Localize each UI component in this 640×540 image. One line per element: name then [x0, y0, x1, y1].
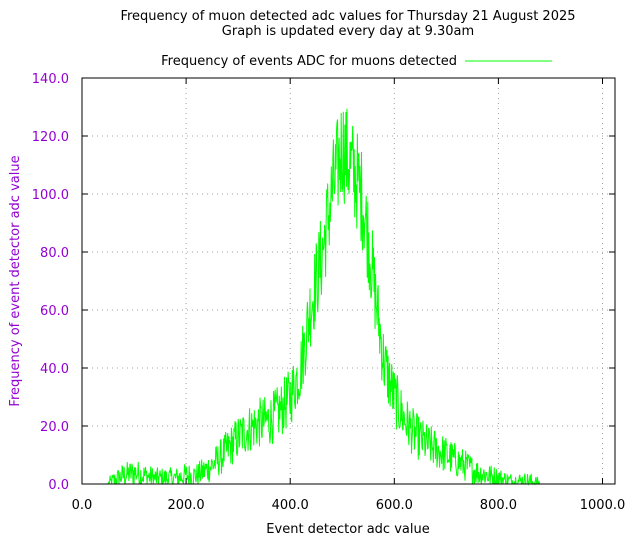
x-tick-label: 200.0: [167, 498, 204, 513]
x-tick-label: 800.0: [480, 498, 517, 513]
x-tick-label: 600.0: [376, 498, 413, 513]
y-tick-label: 60.0: [40, 304, 69, 319]
legend-label: Frequency of events ADC for muons detect…: [161, 54, 457, 69]
x-axis-label: Event detector adc value: [266, 522, 429, 537]
gridlines: [82, 78, 615, 484]
x-tick-label: 1000.0: [580, 498, 626, 513]
legend: Frequency of events ADC for muons detect…: [161, 54, 552, 69]
y-tick-label: 120.0: [32, 130, 69, 145]
series-line: [82, 108, 615, 486]
plot-frame: [81, 77, 616, 485]
y-axis-ticks: 0.0 20.0 40.0 60.0 80.0 100.0 120.0 140.0: [32, 72, 615, 493]
chart-title: Frequency of muon detected adc values fo…: [120, 9, 575, 24]
y-axis-label: Frequency of event detector adc value: [8, 155, 23, 406]
x-tick-label: 400.0: [272, 498, 309, 513]
x-axis-ticks: 0.0 200.0 400.0 600.0 800.0 1000.0: [72, 78, 626, 513]
x-tick-label: 0.0: [72, 498, 93, 513]
y-tick-label: 140.0: [32, 72, 69, 87]
y-tick-label: 20.0: [40, 420, 69, 435]
y-tick-label: 0.0: [48, 478, 69, 493]
y-tick-label: 80.0: [40, 246, 69, 261]
y-tick-label: 100.0: [32, 188, 69, 203]
chart-subtitle: Graph is updated every day at 9.30am: [222, 24, 474, 39]
y-tick-label: 40.0: [40, 362, 69, 377]
